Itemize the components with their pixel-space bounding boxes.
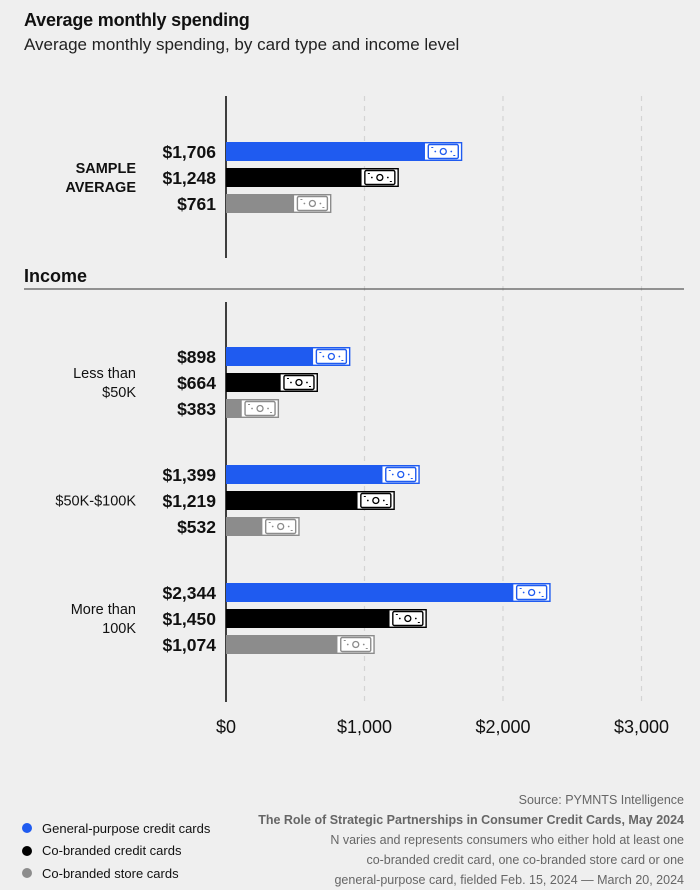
legend-item-cobranded-store: Co-branded store cards [22,862,210,885]
x-tick-label-2000: $2,000 [475,717,530,737]
x-tick-label-0: $0 [216,717,236,737]
source-text: Source: PYMNTS Intelligence [518,793,684,807]
bar-cobranded-store-group-2 [226,517,262,536]
bill-icon [296,195,329,212]
bar-end-box-cobranded-credit-group-1 [279,373,318,393]
legend-dot-cobranded-credit [22,845,32,856]
group-label-3-line-0: More than [71,602,136,618]
value-label-general-group-2: $1,399 [162,465,216,485]
footer-notes: Source: PYMNTS Intelligence The Role of … [258,790,684,890]
value-label-cobranded-store-group-2: $532 [177,517,216,537]
group-label-0-line-0: SAMPLE [76,161,137,177]
bar-cobranded-credit-group-1 [226,373,280,392]
bill-icon [392,610,424,627]
bill-icon [315,348,348,365]
legend-item-general: General-purpose credit cards [22,817,210,840]
value-label-cobranded-credit-group-3: $1,450 [162,609,216,629]
x-tick-label-1000: $1,000 [337,717,392,737]
bar-end-box-cobranded-store-group-2 [260,517,300,537]
bar-cobranded-credit-group-0 [226,168,361,187]
chart-subtitle: Average monthly spending, by card type a… [24,35,460,54]
note-line-3: general-purpose card, fielded Feb. 15, 2… [334,873,684,887]
bill-icon [340,636,372,653]
group-label-1-line-0: Less than [73,366,136,382]
group-label-2-line-0: $50K-$100K [55,494,136,510]
value-label-cobranded-store-group-3: $1,074 [162,635,216,655]
bar-end-box-cobranded-credit-group-2 [356,491,395,511]
value-label-cobranded-credit-group-0: $1,248 [162,168,216,188]
bar-cobranded-store-group-1 [226,399,242,418]
bar-end-box-cobranded-store-group-1 [240,399,280,419]
bar-end-box-cobranded-store-group-0 [292,193,332,213]
group-label-3-line-1: 100K [102,621,136,637]
legend-item-cobranded-credit: Co-branded credit cards [22,840,210,863]
bar-end-box-cobranded-store-group-3 [336,635,375,655]
bill-icon [385,466,417,483]
legend-label-general: General-purpose credit cards [42,820,211,836]
value-label-cobranded-store-group-0: $761 [177,194,216,214]
bill-icon [283,374,315,391]
note-line-1: N varies and represents consumers who ei… [330,833,684,847]
legend-dot-cobranded-store [22,868,32,879]
value-label-cobranded-credit-group-1: $664 [177,373,216,393]
section-label-income: Income [24,266,87,286]
value-label-general-group-3: $2,344 [162,583,216,603]
value-label-general-group-1: $898 [177,347,216,367]
bar-end-box-cobranded-credit-group-0 [360,167,399,187]
bar-end-box-general-group-2 [381,465,420,485]
legend-dot-general [22,823,32,834]
bill-icon [364,169,396,186]
value-label-cobranded-credit-group-2: $1,219 [162,491,216,511]
bar-general-group-3 [226,583,513,602]
x-tick-label-3000: $3,000 [614,717,669,737]
value-label-cobranded-store-group-1: $383 [177,399,216,419]
group-label-1-line-1: $50K [102,385,136,401]
legend-label-cobranded-credit: Co-branded credit cards [42,843,182,859]
bar-cobranded-store-group-0 [226,194,294,213]
group-label-0-line-1: AVERAGE [65,180,136,196]
bill-icon [515,584,548,601]
bill-icon [264,518,297,535]
note-line-2: co-branded credit card, one co-branded s… [366,853,684,867]
bar-general-group-0 [226,142,425,161]
bill-icon [360,492,392,509]
bar-cobranded-credit-group-3 [226,609,389,628]
bar-cobranded-store-group-3 [226,635,337,654]
bar-general-group-2 [226,465,382,484]
bar-end-box-general-group-3 [511,583,551,603]
legend-label-cobranded-store: Co-branded store cards [42,865,179,881]
bar-end-box-general-group-0 [423,141,463,161]
bar-end-box-cobranded-credit-group-3 [388,609,427,629]
bar-end-box-general-group-1 [311,347,351,367]
bar-general-group-1 [226,347,313,366]
value-label-general-group-0: $1,706 [162,142,216,162]
report-title: The Role of Strategic Partnerships in Co… [258,813,684,827]
bill-icon [244,400,276,417]
legend: General-purpose credit cards Co-branded … [22,817,210,885]
bar-cobranded-credit-group-2 [226,491,357,510]
chart-title: Average monthly spending [24,10,250,30]
bill-icon [427,143,459,160]
